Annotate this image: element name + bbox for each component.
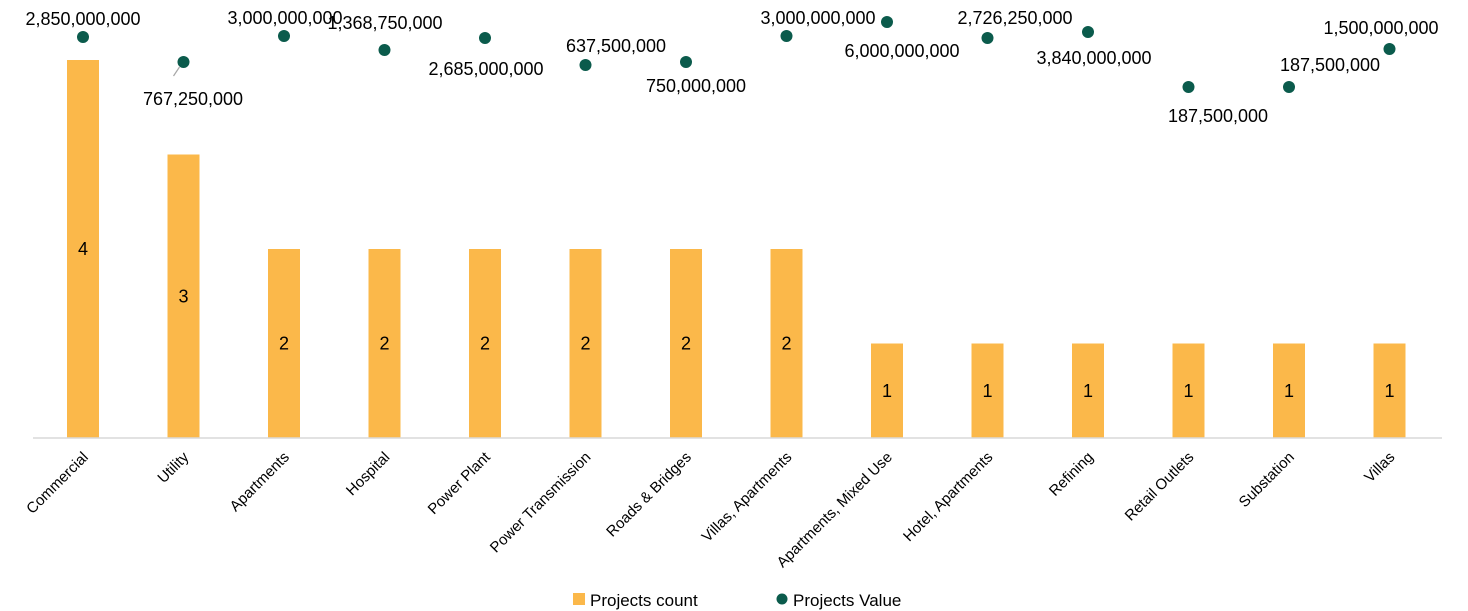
marker-label-power-plant: 2,685,000,000 <box>428 59 543 79</box>
marker-label-roads-bridges: 750,000,000 <box>646 76 746 96</box>
marker-label-power-transmission: 637,500,000 <box>566 36 666 56</box>
marker-label-refining: 3,840,000,000 <box>1036 48 1151 68</box>
category-label-power-plant: Power Plant <box>425 448 495 518</box>
category-label-substation: Substation <box>1236 449 1298 511</box>
bar-data-labels: 4 3 2 2 2 2 2 2 1 1 1 1 1 1 <box>78 239 1395 401</box>
bar-refining <box>1072 343 1104 438</box>
legend-label-projects-value: Projects Value <box>793 591 901 610</box>
bar-apartments <box>268 249 300 438</box>
marker-roads-bridges <box>680 56 692 68</box>
marker-power-plant <box>479 32 491 44</box>
marker-label-hospital: 1,368,750,000 <box>327 13 442 33</box>
marker-label-substation: 187,500,000 <box>1280 55 1380 75</box>
category-label-apartments-mixed-use: Apartments, Mixed Use <box>774 449 896 571</box>
legend-label-projects-count: Projects count <box>590 591 698 610</box>
marker-label-villas-apartments: 3,000,000,000 <box>760 8 875 28</box>
category-label-apartments: Apartments <box>227 449 293 515</box>
bar-retail-outlets <box>1172 343 1205 438</box>
marker-label-villas: 1,500,000,000 <box>1323 18 1438 38</box>
bar-substation <box>1273 343 1305 438</box>
bar-label-hotel-apartments: 1 <box>982 381 992 401</box>
marker-utility <box>177 56 190 68</box>
bar-label-roads-bridges: 2 <box>681 334 691 354</box>
marker-apartments-mixed-use <box>881 16 893 28</box>
marker-hospital <box>378 44 391 56</box>
bar-utility <box>167 154 200 438</box>
bar-label-hospital: 2 <box>379 334 389 354</box>
marker-refining <box>1082 26 1094 38</box>
category-label-villas-apartments: Villas, Apartments <box>699 449 796 546</box>
category-label-retail-outlets: Retail Outlets <box>1122 449 1198 525</box>
bar-roads-bridges <box>670 249 702 438</box>
leader-lines <box>173 66 180 77</box>
bar-series <box>67 60 1406 438</box>
bar-label-refining: 1 <box>1083 381 1093 401</box>
legend-swatch-projects-value <box>776 593 788 605</box>
legend-swatch-projects-count <box>573 593 585 605</box>
marker-commercial <box>77 31 89 43</box>
marker-label-apartments-mixed-use: 6,000,000,000 <box>844 41 959 61</box>
marker-label-apartments: 3,000,000,000 <box>227 8 342 28</box>
bar-villas <box>1373 343 1406 438</box>
marker-apartments <box>278 30 290 42</box>
category-label-utility: Utility <box>154 448 192 486</box>
category-axis-labels: Commercial Utility Apartments Hospital Power… <box>23 448 1398 571</box>
bar-apartments-mixed-use <box>871 343 903 438</box>
marker-label-retail-outlets: 187,500,000 <box>1168 106 1268 126</box>
bar-villas-apartments <box>770 249 803 438</box>
marker-substation <box>1283 81 1295 93</box>
bar-label-power-plant: 2 <box>480 334 490 354</box>
bar-hotel-apartments <box>971 343 1004 438</box>
bar-hospital <box>368 249 401 438</box>
bar-label-commercial: 4 <box>78 239 88 259</box>
legend: Projects count Projects Value <box>573 591 901 610</box>
category-label-power-transmission: Power Transmission <box>487 449 595 557</box>
bar-label-villas-apartments: 2 <box>781 334 791 354</box>
marker-label-utility: 767,250,000 <box>143 89 243 109</box>
category-label-commercial: Commercial <box>23 449 92 518</box>
marker-label-hotel-apartments: 2,726,250,000 <box>957 8 1072 28</box>
bar-label-substation: 1 <box>1284 381 1294 401</box>
marker-retail-outlets <box>1182 81 1195 93</box>
category-label-refining: Refining <box>1046 449 1097 500</box>
bar-label-power-transmission: 2 <box>580 334 590 354</box>
marker-label-commercial: 2,850,000,000 <box>25 9 140 29</box>
bar-label-apartments-mixed-use: 1 <box>882 381 892 401</box>
marker-series <box>77 16 1396 93</box>
category-label-hotel-apartments: Hotel, Apartments <box>900 449 996 545</box>
category-label-hospital: Hospital <box>343 449 393 499</box>
bar-label-utility: 3 <box>178 286 188 306</box>
bar-label-villas: 1 <box>1384 381 1394 401</box>
category-label-villas: Villas <box>1361 449 1398 486</box>
bar-label-retail-outlets: 1 <box>1183 381 1193 401</box>
bar-label-apartments: 2 <box>279 334 289 354</box>
marker-villas-apartments <box>780 30 793 42</box>
marker-data-labels: 2,850,000,000767,250,0003,000,000,0001,3… <box>25 8 1438 126</box>
marker-power-transmission <box>579 59 592 71</box>
category-label-roads-bridges: Roads & Bridges <box>603 449 695 541</box>
marker-villas <box>1383 43 1396 55</box>
bar-commercial <box>67 60 99 438</box>
leader-line-utility <box>173 66 180 77</box>
bar-power-plant <box>469 249 501 438</box>
marker-hotel-apartments <box>981 32 994 44</box>
bar-power-transmission <box>569 249 602 438</box>
